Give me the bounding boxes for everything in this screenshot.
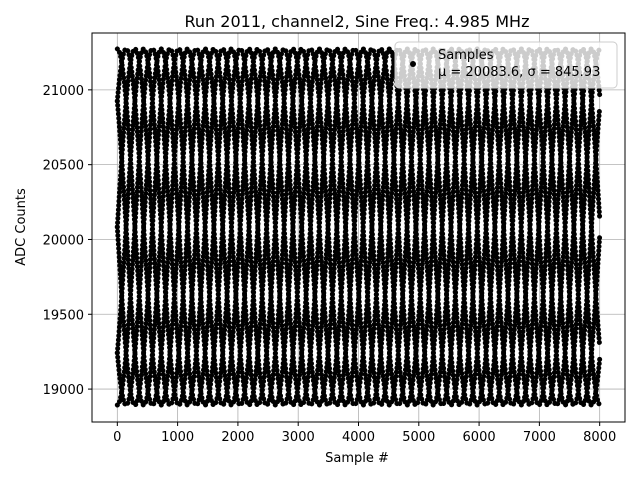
- legend-entry-samples-stats: μ = 20083.6, σ = 845.93: [438, 65, 600, 80]
- sample-trace: [114, 46, 603, 408]
- x-tick-label: 7000: [523, 430, 556, 445]
- y-tick-label: 21000: [43, 84, 84, 99]
- x-tick-label: 6000: [463, 430, 496, 445]
- chart-title: Run 2011, channel2, Sine Freq.: 4.985 MH…: [185, 12, 530, 31]
- y-tick-label: 20500: [43, 159, 84, 174]
- y-tick-label: 19500: [43, 308, 84, 323]
- legend-marker-samples: [410, 61, 416, 67]
- x-tick-label: 1000: [161, 430, 194, 445]
- legend-box: [394, 41, 618, 89]
- x-tick-label: 8000: [583, 430, 616, 445]
- x-axis-label: Sample #: [325, 451, 389, 466]
- axis-ticks: 0 1000 2000 3000 4000 5000 6000 7000 8000 19000 19…: [43, 84, 617, 445]
- y-tick-label: 20000: [43, 233, 84, 248]
- legend: Samples μ = 20083.6, σ = 845.93: [394, 41, 618, 89]
- x-tick-label: 4000: [342, 430, 375, 445]
- legend-entry-samples: Samples: [438, 48, 494, 63]
- x-tick-label: 5000: [402, 430, 435, 445]
- sample-trace: [114, 46, 603, 408]
- y-tick-label: 19000: [43, 383, 84, 398]
- y-axis-label: ADC Counts: [14, 188, 29, 266]
- x-tick-label: 2000: [221, 430, 254, 445]
- x-tick-label: 0: [113, 430, 121, 445]
- x-tick-label: 3000: [282, 430, 315, 445]
